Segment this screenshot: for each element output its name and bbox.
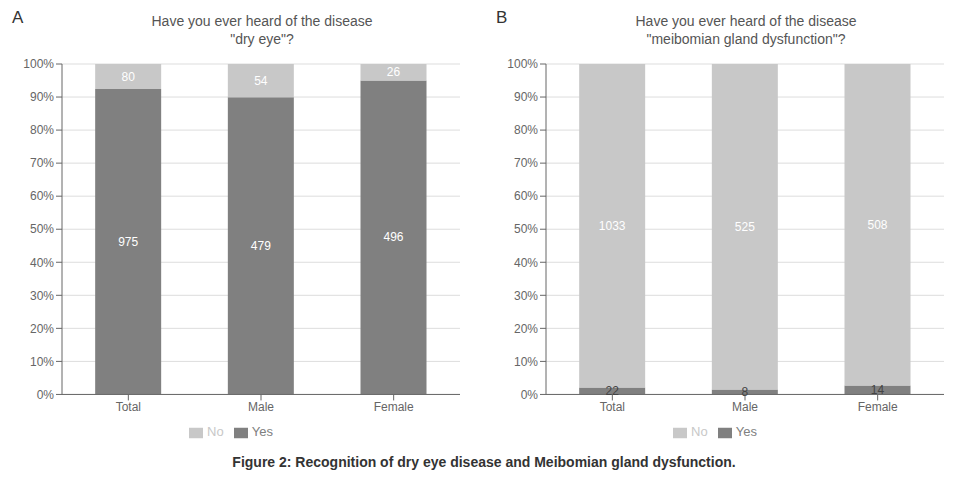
- svg-text:22: 22: [605, 384, 619, 398]
- svg-text:Male: Male: [732, 400, 758, 414]
- svg-text:20%: 20%: [30, 322, 54, 336]
- svg-text:Male: Male: [248, 400, 274, 414]
- svg-text:26: 26: [387, 65, 401, 79]
- svg-text:0%: 0%: [521, 388, 539, 402]
- svg-text:30%: 30%: [514, 289, 538, 303]
- html-text:Have you ever heard of the dis: Have you ever heard of the disease "meib…: [635, 13, 857, 47]
- html-text:Have you ever heard of the dis: Have you ever heard of the disease "dry …: [151, 13, 373, 47]
- svg-text:30%: 30%: [30, 289, 54, 303]
- svg-text:80%: 80%: [514, 123, 538, 137]
- svg-text:50%: 50%: [30, 222, 54, 236]
- svg-text:40%: 40%: [514, 256, 538, 270]
- svg-text:1033: 1033: [599, 219, 626, 233]
- svg-text:40%: 40%: [30, 256, 54, 270]
- svg-text:90%: 90%: [514, 90, 538, 104]
- svg-text:60%: 60%: [30, 189, 54, 203]
- svg-text:70%: 70%: [514, 156, 538, 170]
- svg-text:50%: 50%: [514, 222, 538, 236]
- svg-text:Total: Total: [116, 400, 141, 414]
- svg-text:Female: Female: [858, 400, 898, 414]
- svg-text:14: 14: [871, 383, 885, 397]
- svg-text:90%: 90%: [30, 90, 54, 104]
- html-text:Yes: Yes: [251, 424, 273, 440]
- svg-text:8: 8: [741, 385, 748, 399]
- svg-text:479: 479: [251, 239, 271, 253]
- svg-text:525: 525: [735, 220, 755, 234]
- svg-text:496: 496: [383, 230, 403, 244]
- html-text:Yes: Yes: [735, 424, 757, 440]
- svg-text:20%: 20%: [514, 322, 538, 336]
- svg-text:Female: Female: [374, 400, 414, 414]
- svg-text:975: 975: [118, 235, 138, 249]
- svg-text:80: 80: [121, 70, 135, 84]
- svg-text:100%: 100%: [23, 57, 54, 71]
- svg-text:508: 508: [867, 218, 887, 232]
- svg-text:0%: 0%: [37, 388, 55, 402]
- html-text:No: No: [691, 424, 708, 440]
- svg-text:10%: 10%: [514, 355, 538, 369]
- html-text:A: A: [12, 8, 24, 27]
- svg-text:Total: Total: [600, 400, 625, 414]
- svg-text:10%: 10%: [30, 355, 54, 369]
- svg-text:60%: 60%: [514, 189, 538, 203]
- svg-text:80%: 80%: [30, 123, 54, 137]
- svg-text:54: 54: [254, 74, 268, 88]
- html-text:No: No: [207, 424, 224, 440]
- svg-text:70%: 70%: [30, 156, 54, 170]
- html-text:B: B: [496, 8, 508, 27]
- svg-text:100%: 100%: [507, 57, 538, 71]
- html-text:Figure 2: Recognition of dry e: Figure 2: Recognition of dry eye disease…: [232, 454, 736, 470]
